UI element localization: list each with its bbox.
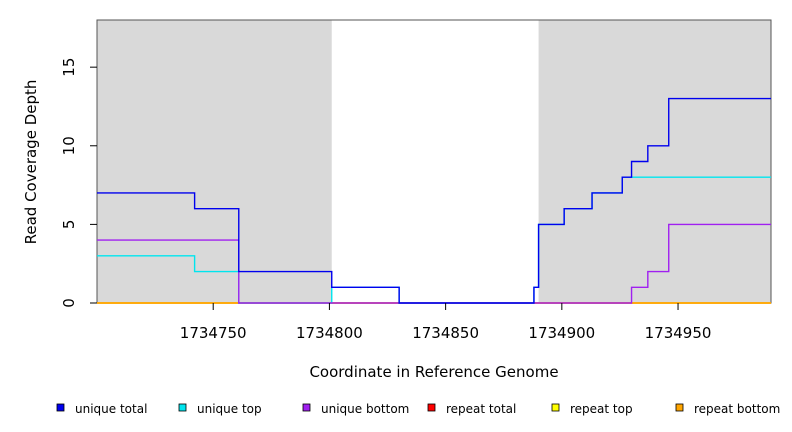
y-tick-label: 15 — [60, 58, 78, 77]
x-tick-label: 1734950 — [645, 324, 712, 342]
x-tick-label: 1734800 — [296, 324, 363, 342]
x-axis: 1734750 1734800 1734850 1734900 1734950 — [180, 303, 712, 342]
x-tick-label: 1734900 — [528, 324, 595, 342]
x-axis-label: Coordinate in Reference Genome — [309, 363, 558, 381]
y-tick-label: 0 — [60, 298, 78, 308]
y-tick-label: 10 — [60, 136, 78, 155]
legend-label: repeat top — [570, 402, 633, 416]
x-tick-label: 1734750 — [180, 324, 247, 342]
y-tick-label: 5 — [60, 220, 78, 230]
legend-swatch — [178, 403, 187, 412]
legend-label: repeat total — [446, 402, 516, 416]
series-unique-total — [97, 97, 771, 304]
x-tick-label: 1734850 — [412, 324, 479, 342]
shaded-region-1 — [97, 20, 332, 303]
legend: unique total unique top unique bottom repea… — [56, 402, 780, 416]
series-unique-bottom — [97, 223, 771, 304]
legend-swatch — [551, 403, 560, 412]
legend-swatch — [675, 403, 684, 412]
y-axis: 0 5 10 15 — [60, 58, 97, 308]
y-axis-label: Read Coverage Depth — [22, 80, 40, 245]
legend-label: unique total — [75, 402, 147, 416]
series-lines — [97, 97, 771, 304]
legend-label: unique top — [197, 402, 262, 416]
shaded-region-2 — [538, 20, 771, 303]
shaded-regions — [97, 20, 771, 303]
legend-swatch — [56, 403, 65, 412]
legend-label: unique bottom — [321, 402, 409, 416]
legend-swatch — [302, 403, 311, 412]
legend-label: repeat bottom — [694, 402, 780, 416]
legend-swatch — [427, 403, 436, 412]
